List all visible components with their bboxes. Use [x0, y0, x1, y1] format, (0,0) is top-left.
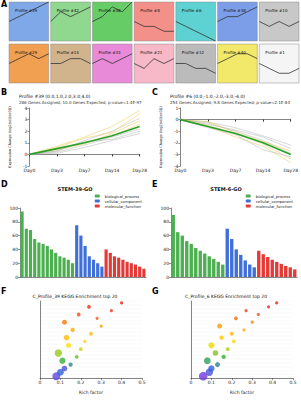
- svg-text:Profile #39: Profile #39: [15, 8, 38, 13]
- svg-text:STEM-39-GO: STEM-39-GO: [58, 186, 93, 192]
- svg-text:C_Profile_6 KEGG Enrichment to: C_Profile_6 KEGG Enrichment top 20: [185, 294, 267, 300]
- svg-text:1: 1: [25, 140, 28, 145]
- svg-text:Profile #29: Profile #29: [15, 50, 38, 55]
- svg-text:100: 100: [160, 206, 169, 211]
- svg-text:Rich factor: Rich factor: [79, 390, 103, 395]
- svg-text:60: 60: [163, 233, 169, 238]
- svg-text:E: E: [152, 180, 157, 189]
- svg-text:Day28: Day28: [132, 168, 147, 173]
- svg-text:20: 20: [163, 261, 169, 266]
- svg-text:286 Genes Assigned; 10.0 Genes: 286 Genes Assigned; 10.0 Genes Expected;…: [19, 100, 142, 105]
- svg-text:-3: -3: [174, 152, 179, 157]
- svg-text:-4: -4: [173, 163, 179, 169]
- svg-text:100: 100: [9, 206, 18, 211]
- svg-text:Day28: Day28: [283, 168, 298, 173]
- svg-text:0.5: 0.5: [138, 380, 145, 385]
- svg-text:G: G: [152, 287, 159, 296]
- svg-text:0: 0: [15, 275, 18, 280]
- svg-text:Profile #40: Profile #40: [224, 50, 247, 55]
- svg-text:Day7: Day7: [79, 168, 91, 173]
- svg-text:Profile #6 (0.0,-1.0,-2.0,-3.0: Profile #6 (0.0,-1.0,-2.0,-3.0,-4.0): [170, 94, 245, 99]
- svg-text:Profile #42: Profile #42: [57, 8, 80, 13]
- svg-text:molecular_function: molecular_function: [105, 204, 142, 209]
- svg-text:F: F: [1, 287, 6, 296]
- svg-text:0.4: 0.4: [269, 380, 276, 385]
- svg-text:20: 20: [12, 261, 18, 266]
- svg-text:molecular_function: molecular_function: [256, 204, 293, 209]
- svg-text:40: 40: [12, 247, 18, 252]
- svg-text:4: 4: [25, 106, 28, 111]
- svg-text:-1: -1: [22, 163, 28, 169]
- svg-text:0.4: 0.4: [118, 380, 125, 385]
- svg-text:B: B: [1, 88, 7, 97]
- svg-text:1: 1: [176, 106, 179, 111]
- svg-text:Profile #46: Profile #46: [98, 8, 121, 13]
- svg-text:Profile #14: Profile #14: [57, 50, 80, 55]
- svg-text:biological_process: biological_process: [255, 193, 291, 199]
- svg-text:0.1: 0.1: [208, 380, 215, 385]
- svg-text:0.5: 0.5: [289, 380, 296, 385]
- svg-text:Day3: Day3: [202, 168, 214, 173]
- svg-text:254 Genes Assigned; 9.8 Genes: 254 Genes Assigned; 9.8 Genes Expected; …: [170, 100, 290, 105]
- svg-text:2: 2: [25, 129, 28, 134]
- svg-text:-1: -1: [174, 129, 179, 134]
- svg-text:-2: -2: [174, 140, 179, 145]
- svg-text:Profile #38: Profile #38: [224, 8, 247, 13]
- svg-text:Day14: Day14: [105, 168, 120, 173]
- svg-text:80: 80: [12, 219, 18, 224]
- svg-text:Profile #12: Profile #12: [182, 50, 205, 55]
- svg-text:Day7: Day7: [230, 168, 242, 173]
- svg-text:Profile #6: Profile #6: [182, 8, 202, 13]
- svg-text:0.1: 0.1: [57, 380, 64, 385]
- svg-text:Day0: Day0: [175, 168, 187, 173]
- svg-text:40: 40: [163, 247, 169, 252]
- svg-text:D: D: [1, 180, 8, 189]
- svg-text:Day0: Day0: [24, 168, 36, 173]
- svg-text:cellular_component: cellular_component: [104, 198, 142, 204]
- svg-text:80: 80: [163, 219, 169, 224]
- svg-text:Expression Change (log2(v(i)/v: Expression Change (log2(v(i)/v(0))): [8, 106, 12, 168]
- svg-text:Profile #8: Profile #8: [140, 8, 160, 13]
- svg-text:3: 3: [25, 117, 28, 122]
- svg-text:0.2: 0.2: [228, 380, 235, 385]
- svg-text:cellular_component: cellular_component: [255, 198, 293, 204]
- svg-text:Profile #10: Profile #10: [265, 8, 288, 13]
- svg-text:0: 0: [190, 380, 193, 385]
- svg-text:Profile #39 (0.0,1.0,2.0,3.0,4: Profile #39 (0.0,1.0,2.0,3.0,4.0): [19, 94, 91, 99]
- svg-text:0: 0: [25, 152, 28, 157]
- svg-text:0.3: 0.3: [249, 380, 256, 385]
- svg-text:0.2: 0.2: [77, 380, 84, 385]
- svg-text:C_Profile_39 KEGG Enrichment t: C_Profile_39 KEGG Enrichment top 20: [33, 294, 118, 300]
- svg-text:STEM-6-GO: STEM-6-GO: [210, 186, 241, 192]
- svg-text:Day14: Day14: [256, 168, 271, 173]
- svg-text:Profile #33: Profile #33: [98, 50, 121, 55]
- svg-text:0: 0: [176, 117, 179, 122]
- svg-text:biological_process: biological_process: [104, 193, 140, 199]
- svg-text:Rich factor: Rich factor: [230, 390, 254, 395]
- svg-text:0: 0: [166, 275, 169, 280]
- svg-text:A: A: [1, 0, 8, 9]
- svg-text:C: C: [152, 88, 158, 97]
- svg-text:0.3: 0.3: [98, 380, 105, 385]
- svg-text:0: 0: [39, 380, 42, 385]
- svg-text:60: 60: [12, 233, 18, 238]
- svg-text:Profile #21: Profile #21: [140, 50, 163, 55]
- svg-text:Expression Change (log2(v(i)/v: Expression Change (log2(v(i)/v(0))): [159, 106, 163, 168]
- svg-text:Day3: Day3: [51, 168, 63, 173]
- svg-text:Profile #1: Profile #1: [265, 50, 285, 55]
